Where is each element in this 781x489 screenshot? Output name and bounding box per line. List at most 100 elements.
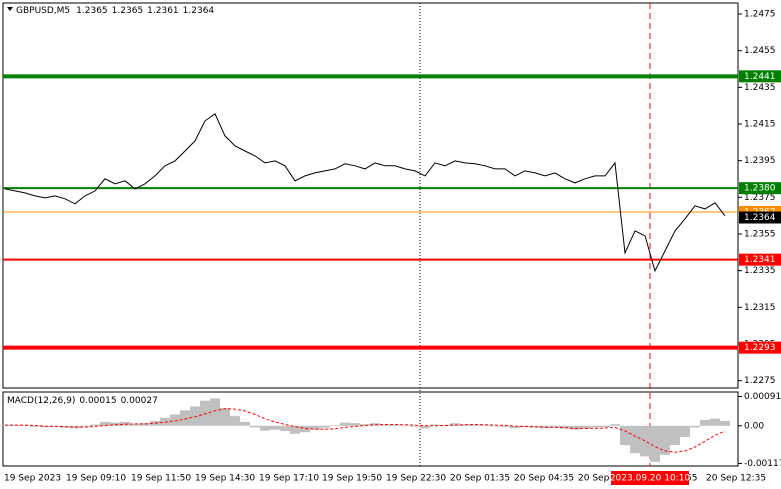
macd-bar <box>430 424 440 426</box>
macd-bar <box>90 424 100 426</box>
macd-bar <box>200 400 210 426</box>
y-tick-label: 1.2395 <box>744 156 776 166</box>
macd-pane <box>2 391 739 467</box>
x-tick-label: 20 Sep 01:35 <box>450 474 510 484</box>
macd-bar <box>610 424 620 426</box>
macd-bar <box>360 424 370 426</box>
macd-bar <box>310 425 320 430</box>
macd-bar <box>330 425 340 426</box>
macd-bar <box>470 424 480 426</box>
macd-bar <box>300 425 310 433</box>
macd-bar <box>220 408 230 426</box>
x-tick-label: 19 Sep 09:10 <box>66 474 126 484</box>
y-tick-label: 1.2435 <box>744 83 776 93</box>
macd-bar <box>450 423 460 426</box>
crosshair-label: 2023.09.20 10:10 <box>610 474 691 484</box>
last-price-label: 1.2364 <box>744 213 776 223</box>
level-label: 1.2441 <box>744 72 776 82</box>
macd-bar <box>600 425 610 428</box>
macd-bar <box>240 421 250 426</box>
macd-header: MACD(12,26,9) 0.00015 0.00027 <box>7 396 158 406</box>
chart-header: GBPUSD,M5 1.2365 1.2365 1.2361 1.2364 <box>16 6 214 16</box>
y-tick-label: 1.2455 <box>744 46 776 56</box>
level-label-bg <box>739 182 781 195</box>
macd-bar <box>420 425 430 429</box>
level-label-bg <box>739 70 781 83</box>
macd-bar <box>350 423 360 426</box>
macd-bar <box>380 424 390 426</box>
macd-bar <box>580 425 590 429</box>
level-label: 1.2380 <box>744 184 776 194</box>
macd-bar <box>270 425 280 430</box>
macd-bar <box>570 425 580 430</box>
macd-bar <box>510 425 520 429</box>
macd-bar <box>700 419 710 426</box>
level-label: 1.2293 <box>744 343 776 353</box>
level-label: 1.2341 <box>744 255 776 265</box>
y-tick-label: 0.00091 <box>744 392 781 402</box>
x-tick-label: 19 Sep 11:50 <box>131 474 191 484</box>
ohlc-value: 1.2365 <box>76 6 108 16</box>
x-tick-label: 19 Sep 22:30 <box>386 474 446 484</box>
x-tick-label: 19 Sep 19:50 <box>322 474 382 484</box>
macd-bar <box>670 425 680 446</box>
macd-reading: 0.00027 <box>121 396 158 406</box>
ohlc-value: 1.2361 <box>147 6 179 16</box>
y-tick-label: 1.2475 <box>744 10 776 20</box>
ohlc-value: 1.2364 <box>183 6 215 16</box>
menu-icon <box>7 7 13 11</box>
y-tick-label: 1.2415 <box>744 120 776 130</box>
macd-bar <box>690 425 700 428</box>
x-tick-label: 20 Sep <box>578 474 610 484</box>
macd-title: MACD(12,26,9) <box>7 396 75 406</box>
level-label-bg <box>739 341 781 354</box>
y-tick-label: 1.2315 <box>744 303 776 313</box>
macd-bar <box>260 425 270 431</box>
y-tick-label: 1.2375 <box>744 193 776 203</box>
macd-bar <box>550 425 560 428</box>
macd-bar <box>80 425 90 427</box>
x-tick-label: 20 Sep 04:35 <box>514 474 574 484</box>
macd-bar <box>180 410 190 426</box>
macd-bar <box>490 425 500 427</box>
macd-bar <box>630 425 640 454</box>
macd-bar <box>290 425 300 434</box>
macd-bar <box>250 425 260 428</box>
symbol: GBPUSD,M5 <box>16 6 70 16</box>
macd-bar <box>100 421 110 426</box>
macd-bar <box>400 425 410 427</box>
macd-bar <box>130 423 140 426</box>
macd-bar <box>680 425 690 438</box>
last-price-bg <box>739 211 781 224</box>
macd-bar <box>650 425 660 462</box>
macd-bar <box>460 424 470 426</box>
macd-bar <box>710 418 720 426</box>
macd-bar <box>640 425 650 457</box>
ohlc-value: 1.2365 <box>112 6 144 16</box>
macd-bar <box>620 425 630 446</box>
macd-bar <box>320 425 330 428</box>
x-tick-label: 19 Sep 17:10 <box>259 474 319 484</box>
macd-bar <box>110 422 120 426</box>
price-pane <box>2 2 739 389</box>
macd-bar <box>140 423 150 426</box>
signal-line <box>5 408 726 453</box>
macd-bar <box>340 422 350 426</box>
macd-bar <box>20 425 30 426</box>
macd-bar <box>440 424 450 426</box>
x-tick-label: 55 <box>686 474 697 484</box>
price-line <box>4 113 726 273</box>
y-tick-label: 1.2355 <box>744 230 776 240</box>
macd-bar <box>370 423 380 426</box>
macd-bar <box>230 416 240 426</box>
macd-bar <box>190 406 200 426</box>
macd-bar <box>280 425 290 431</box>
y-tick-label: -0.00117 <box>744 459 781 469</box>
x-tick-label: 19 Sep 2023 <box>4 474 61 484</box>
macd-bar <box>720 420 730 426</box>
y-tick-label: 1.2335 <box>744 266 776 276</box>
macd-bar <box>170 414 180 426</box>
x-tick-label: 19 Sep 14:30 <box>195 474 255 484</box>
crosshair-label-bg <box>611 471 689 485</box>
